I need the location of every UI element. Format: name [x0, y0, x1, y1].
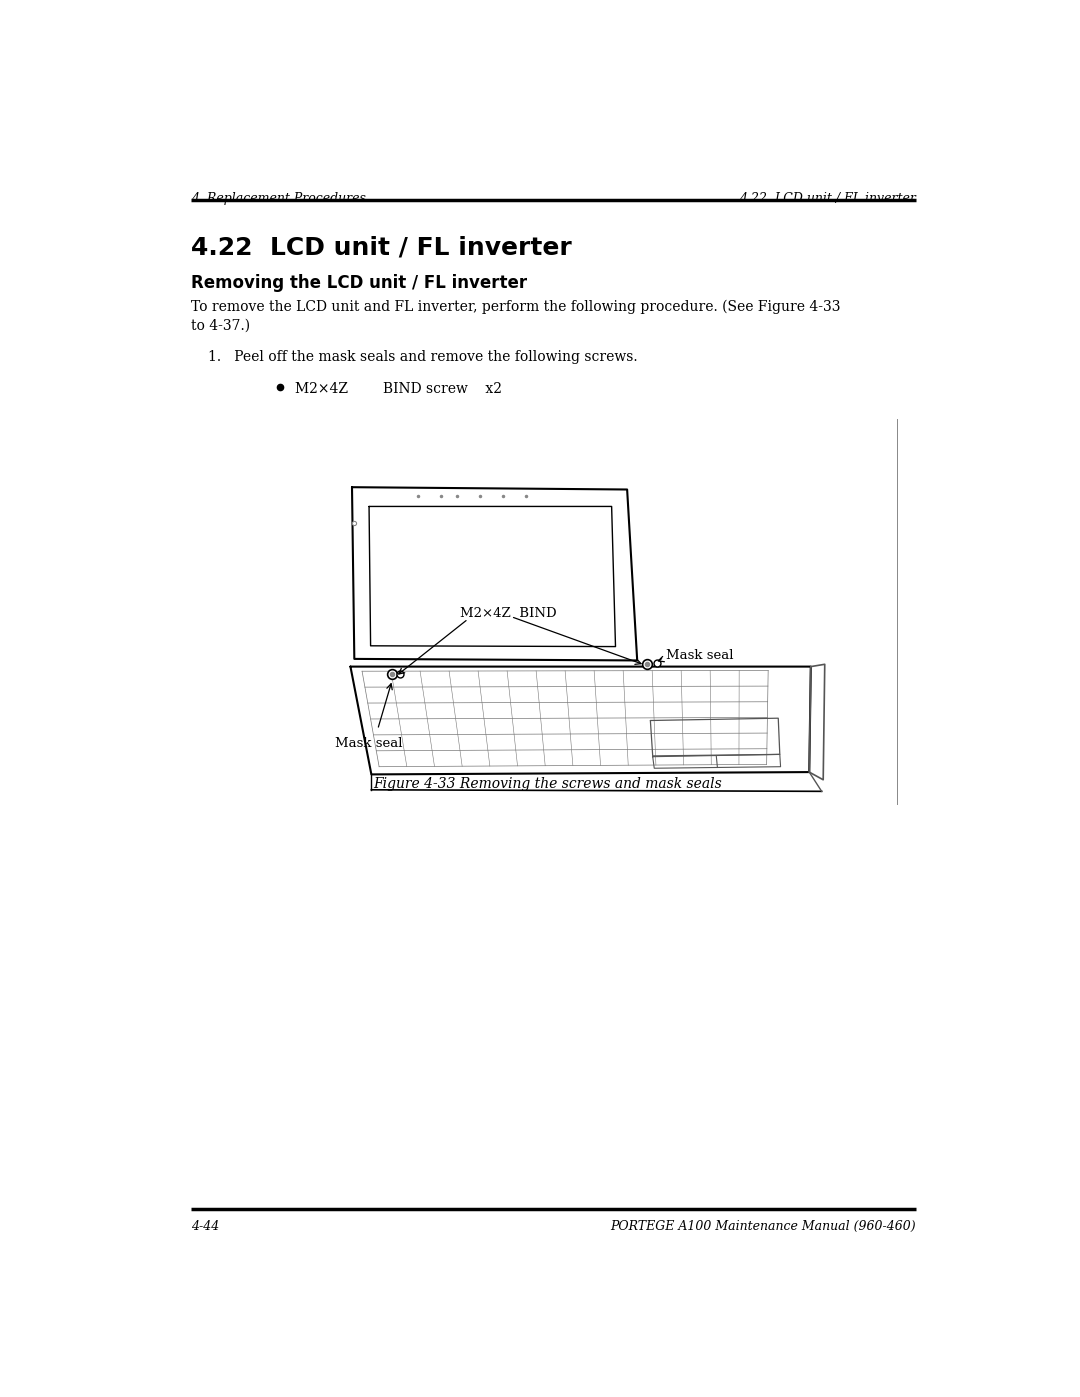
Text: 4-44: 4-44 — [191, 1220, 219, 1234]
Text: PORTEGE A100 Maintenance Manual (960-460): PORTEGE A100 Maintenance Manual (960-460… — [610, 1220, 916, 1234]
Text: M2×4Z  BIND: M2×4Z BIND — [460, 606, 557, 619]
Text: 4  Replacement Procedures: 4 Replacement Procedures — [191, 193, 366, 205]
Text: Mask seal: Mask seal — [335, 738, 403, 750]
Text: Removing the LCD unit / FL inverter: Removing the LCD unit / FL inverter — [191, 274, 527, 292]
Text: Mask seal: Mask seal — [666, 648, 733, 662]
Text: 4.22  LCD unit / FL inverter: 4.22 LCD unit / FL inverter — [191, 236, 571, 260]
Text: 4.22  LCD unit / FL inverter: 4.22 LCD unit / FL inverter — [740, 193, 916, 205]
Text: To remove the LCD unit and FL inverter, perform the following procedure. (See Fi: To remove the LCD unit and FL inverter, … — [191, 300, 840, 314]
Text: M2×4Z        BIND screw    x2: M2×4Z BIND screw x2 — [296, 383, 502, 397]
Text: 1.   Peel off the mask seals and remove the following screws.: 1. Peel off the mask seals and remove th… — [207, 351, 637, 365]
Text: Figure 4-33 Removing the screws and mask seals: Figure 4-33 Removing the screws and mask… — [374, 778, 723, 792]
Text: to 4-37.): to 4-37.) — [191, 319, 249, 332]
